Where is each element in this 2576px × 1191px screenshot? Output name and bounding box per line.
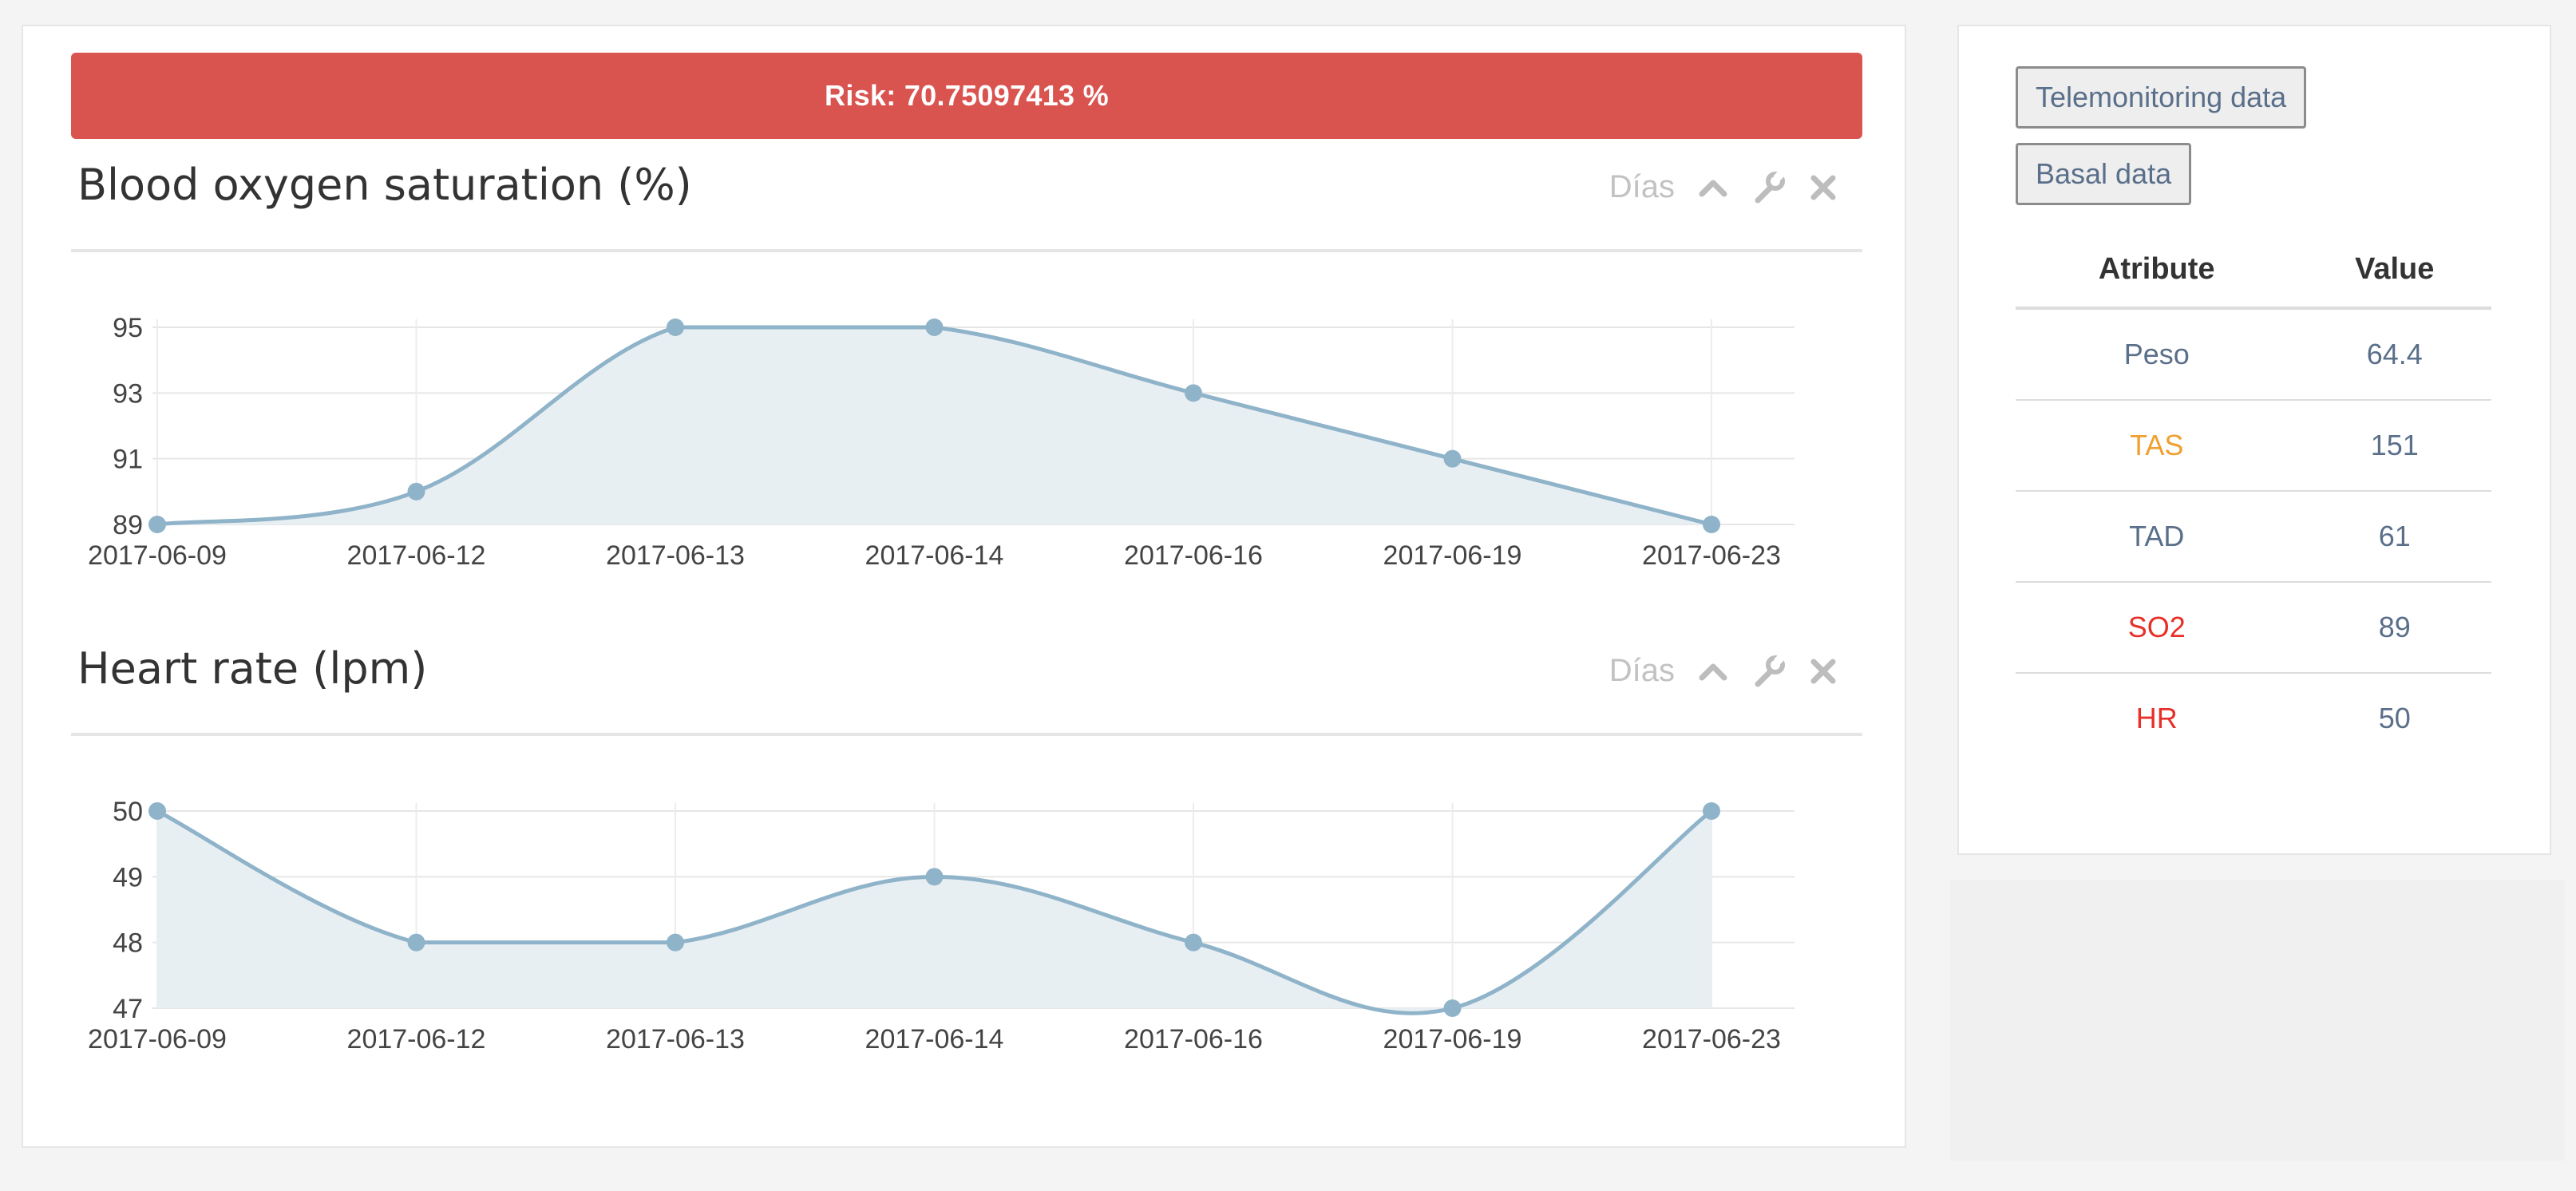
x-tick-label: 2017-06-09 (88, 540, 227, 571)
attribute-cell: HR (2135, 702, 2178, 734)
section-divider (71, 249, 1862, 252)
x-tick-label: 2017-06-16 (1124, 1024, 1263, 1054)
data-point (667, 319, 684, 336)
data-point (148, 516, 166, 533)
chart-title-spo2: Blood oxygen saturation (%) (77, 160, 692, 210)
collapse-icon[interactable] (1697, 655, 1729, 687)
attribute-cell: TAS (2016, 400, 2298, 492)
data-point (407, 933, 425, 952)
attribute-cell: TAD (2016, 491, 2298, 583)
attribute-cell: SO2 (2016, 582, 2298, 674)
y-tick-label: 48 (113, 928, 143, 959)
x-tick-label: 2017-06-16 (1124, 540, 1263, 571)
spo2-chart: 89 91 93 95 2017-06-09 2017-06-12 2017-06-13 20… (88, 313, 1794, 571)
data-point (1443, 999, 1462, 1017)
collapse-icon[interactable] (1697, 172, 1729, 204)
x-tick-label: 2017-06-23 (1642, 1024, 1781, 1054)
x-tick-label: 2017-06-12 (347, 1024, 486, 1054)
x-tick-label: 2017-06-13 (606, 540, 745, 571)
risk-banner: Risk: 70.75097413 % (71, 53, 1862, 139)
y-tick-label: 47 (113, 994, 143, 1024)
value-cell: 61 (2297, 491, 2491, 583)
table-header-row: Atribute Value (2016, 231, 2491, 310)
x-tick-label: 2017-06-12 (347, 540, 486, 571)
y-tick-label: 89 (113, 510, 143, 540)
attribute-table: Atribute Value Peso 64.4 TAS 151 TAD 61 SO2 89 H… (2016, 231, 2491, 763)
wrench-icon[interactable] (1751, 653, 1787, 689)
y-tick-label: 93 (113, 378, 143, 409)
data-point (407, 482, 425, 501)
table-row: TAD 61 (2016, 491, 2491, 583)
y-tick-label: 91 (113, 445, 143, 475)
value-cell: 89 (2297, 582, 2491, 674)
chart-title-heart-rate: Heart rate (lpm) (77, 643, 428, 694)
chart-tools-spo2: Días (1609, 169, 1838, 205)
x-tick-label: 2017-06-23 (1642, 540, 1781, 571)
y-tick-label: 50 (113, 797, 143, 827)
column-header-attribute: Atribute (2016, 231, 2298, 310)
basal-data-button[interactable]: Basal data (2016, 143, 2192, 205)
table-row: Peso 64.4 (2016, 308, 2491, 401)
period-label[interactable]: Días (1609, 169, 1675, 204)
sidebar-lower-area (1950, 880, 2565, 1161)
data-point (148, 802, 166, 820)
x-tick-label: 2017-06-13 (606, 1024, 745, 1054)
heart-rate-chart: 47 48 49 50 2017-06-09 2017-06-12 2017-06-13 20… (88, 797, 1794, 1054)
column-header-value: Value (2297, 231, 2491, 310)
x-tick-label: 2017-06-19 (1383, 1024, 1522, 1054)
close-icon[interactable] (1809, 657, 1838, 686)
data-point (1185, 933, 1202, 952)
data-point (667, 933, 684, 952)
data-point (925, 319, 944, 336)
data-point (1443, 449, 1462, 468)
x-tick-label: 2017-06-09 (88, 1024, 227, 1054)
data-point (1703, 802, 1720, 820)
chart-tools-heart-rate: Días (1609, 653, 1838, 689)
data-point (925, 868, 944, 886)
y-tick-label: 95 (113, 313, 143, 343)
y-tick-label: 49 (113, 862, 143, 892)
value-cell: 151 (2297, 400, 2491, 492)
series-area (157, 811, 1711, 1014)
attribute-cell: Peso (2016, 308, 2298, 401)
x-tick-label: 2017-06-19 (1383, 540, 1522, 571)
value-cell: 64.4 (2297, 308, 2491, 401)
section-divider (71, 733, 1862, 736)
data-point (1703, 516, 1720, 533)
wrench-icon[interactable] (1751, 169, 1787, 205)
x-tick-label: 2017-06-14 (865, 1024, 1004, 1054)
table-row: HR 50 (2016, 673, 2491, 763)
table-row: TAS 151 (2016, 400, 2491, 492)
data-point (1185, 384, 1202, 402)
period-label[interactable]: Días (1609, 653, 1675, 688)
value-cell: 50 (2378, 702, 2411, 734)
series-area (157, 327, 1711, 524)
table-row: SO2 89 (2016, 582, 2491, 674)
x-tick-label: 2017-06-14 (865, 540, 1004, 571)
telemonitoring-data-button[interactable]: Telemonitoring data (2016, 66, 2307, 129)
close-icon[interactable] (1809, 173, 1838, 202)
